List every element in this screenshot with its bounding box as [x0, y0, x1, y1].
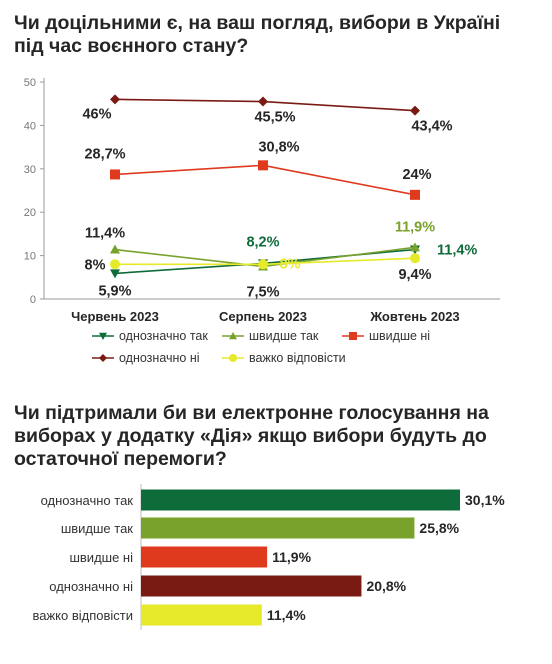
legend-marker-definitely_no	[99, 354, 107, 362]
legend-label: важко відповісти	[249, 351, 346, 365]
point-rather_yes	[410, 242, 420, 252]
y-tick-label: 0	[30, 294, 36, 306]
bar-hard_to_say	[141, 604, 262, 626]
bar-rather_yes	[141, 517, 415, 539]
data-label: 43,4%	[411, 119, 452, 135]
point-rather_no	[110, 169, 120, 180]
bar-definitely_no	[141, 575, 362, 597]
data-label: 24%	[402, 167, 431, 183]
bar-value-label: 20,8%	[366, 578, 406, 594]
point-definitely_no	[258, 96, 268, 107]
point-definitely_yes	[110, 269, 120, 279]
bar-category-label: швидше ні	[69, 550, 133, 565]
line-chart: 0 10 20 30 40 50 Червень 2023 Серпень 2023 Жовте…	[24, 77, 500, 365]
data-label: 11,9%	[395, 219, 435, 235]
point-hard_to_say	[110, 259, 120, 270]
x-tick-label: Серпень 2023	[219, 309, 307, 324]
legend-label: однозначно ні	[119, 351, 200, 365]
point-rather_no	[410, 189, 420, 200]
data-label: 9,4%	[398, 267, 431, 283]
bar-category-label: важко відповісти	[32, 608, 133, 623]
y-tick-label: 30	[24, 164, 36, 176]
legend-label: швидше ні	[369, 329, 430, 343]
data-label: 8%	[280, 256, 301, 272]
bar-category-label: однозначно ні	[49, 579, 133, 594]
bar-definitely_yes	[141, 489, 460, 511]
bar-value-label: 30,1%	[465, 492, 505, 508]
legend-marker-rather_no	[349, 332, 357, 340]
data-label: 11,4%	[437, 243, 477, 259]
legend-label: швидше так	[249, 329, 319, 343]
point-rather_yes	[110, 244, 120, 254]
legend-marker-definitely_yes	[99, 332, 107, 340]
legend-label: однозначно так	[119, 329, 208, 343]
point-hard_to_say	[258, 259, 268, 270]
bar-value-label: 11,4%	[267, 607, 306, 623]
data-label: 28,7%	[84, 146, 125, 162]
point-definitely_no	[410, 105, 420, 116]
point-rather_no	[258, 160, 268, 171]
legend-marker-rather_yes	[229, 332, 237, 340]
y-tick-label: 50	[24, 77, 36, 89]
point-hard_to_say	[410, 253, 420, 264]
bar-chart-title: Чи підтримали би ви електронне голосуван…	[14, 402, 489, 470]
line-chart-title: Чи доцільними є, на ваш погляд, вибори в…	[14, 12, 501, 57]
data-label: 45,5%	[254, 110, 295, 126]
data-label: 7,5%	[246, 284, 279, 300]
point-definitely_no	[110, 94, 120, 105]
y-tick-label: 10	[24, 251, 36, 263]
bar-value-label: 11,9%	[272, 549, 311, 565]
data-label: 5,9%	[98, 283, 131, 299]
data-label: 8%	[85, 257, 106, 273]
bar-category-label: швидше так	[61, 521, 133, 536]
data-label: 8,2%	[246, 234, 279, 250]
x-tick-label: Червень 2023	[71, 309, 159, 324]
y-tick-label: 20	[24, 207, 36, 219]
bar-rather_no	[141, 546, 268, 568]
y-tick-label: 40	[24, 120, 36, 132]
legend-marker-hard_to_say	[229, 354, 237, 362]
data-label: 46%	[82, 106, 111, 122]
bar-value-label: 25,8%	[419, 520, 459, 536]
bar-category-label: однозначно так	[41, 493, 134, 508]
data-label: 30,8%	[258, 139, 299, 155]
data-label: 11,4%	[85, 226, 125, 242]
x-tick-label: Жовтень 2023	[369, 309, 459, 324]
